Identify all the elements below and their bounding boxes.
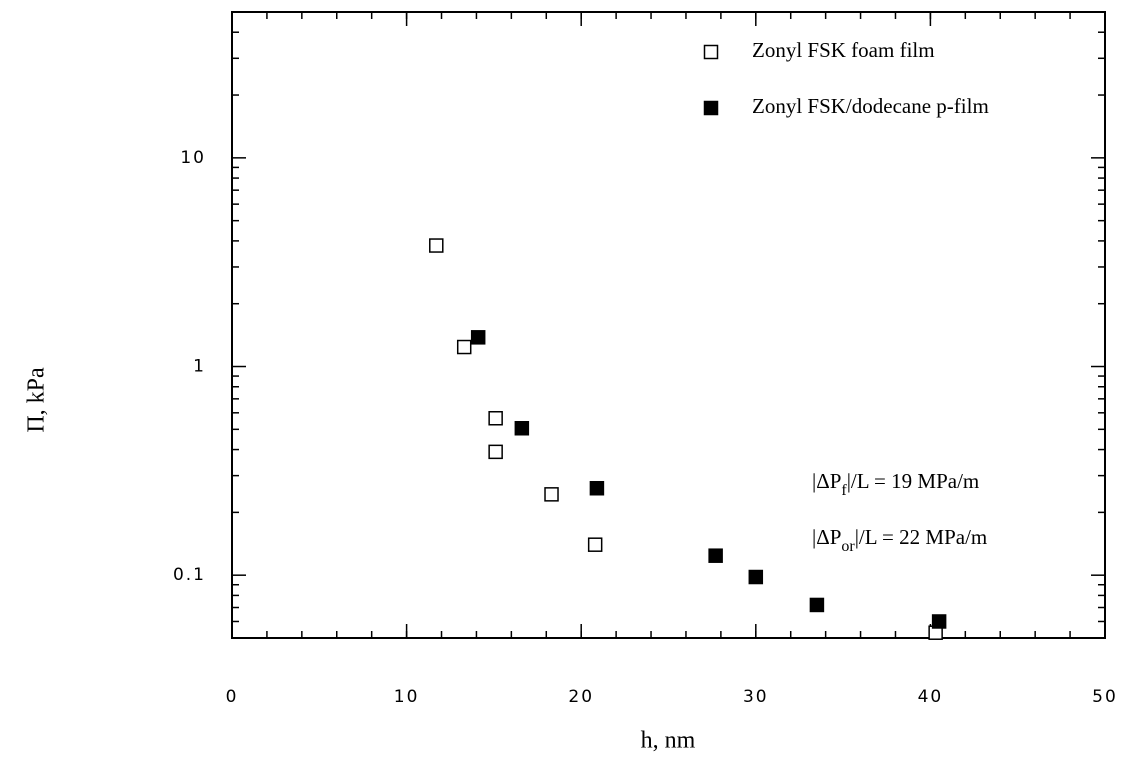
y-tick-label: 10: [180, 148, 206, 168]
x-axis-label: h, nm: [641, 728, 696, 754]
x-tick-label: 20: [568, 687, 594, 707]
point: [587, 537, 603, 552]
x-tick-label: 30: [743, 687, 769, 707]
annotation-text: |ΔP: [812, 525, 841, 549]
annotation-text: |/L = 19 MPa/m: [847, 469, 980, 493]
annotation-text: |/L = 22 MPa/m: [855, 525, 988, 549]
point: [809, 597, 825, 613]
point: [429, 238, 444, 253]
point: [514, 421, 530, 436]
point: [544, 487, 559, 502]
point: [589, 480, 605, 496]
legend-marker: [703, 44, 719, 60]
legend-label: Zonyl FSK foam film: [752, 38, 935, 62]
y-tick-label: 0.1: [173, 565, 206, 585]
annotation-subscript: f: [841, 482, 847, 499]
point: [708, 548, 723, 563]
x-tick-label: 10: [394, 687, 420, 707]
point: [488, 411, 503, 426]
point: [456, 339, 472, 355]
point: [748, 569, 764, 585]
annotation: |ΔPf|/L = 19 MPa/m: [812, 469, 979, 499]
point: [470, 330, 486, 345]
x-tick-label: 40: [918, 687, 944, 707]
x-tick-label: 50: [1092, 687, 1118, 707]
x-tick-label: 0: [226, 687, 239, 707]
y-tick-label: 1: [193, 357, 206, 377]
annotation: |ΔPor|/L = 22 MPa/m: [812, 525, 987, 555]
y-axis-label: Π, kPa: [24, 367, 50, 433]
legend-label: Zonyl FSK/dodecane p-film: [752, 94, 989, 118]
point: [488, 444, 503, 460]
plot-frame: [231, 11, 1106, 639]
point: [931, 614, 947, 629]
annotation-text: |ΔP: [812, 469, 841, 493]
legend-marker: [703, 100, 719, 116]
annotation-subscript: or: [841, 538, 855, 555]
